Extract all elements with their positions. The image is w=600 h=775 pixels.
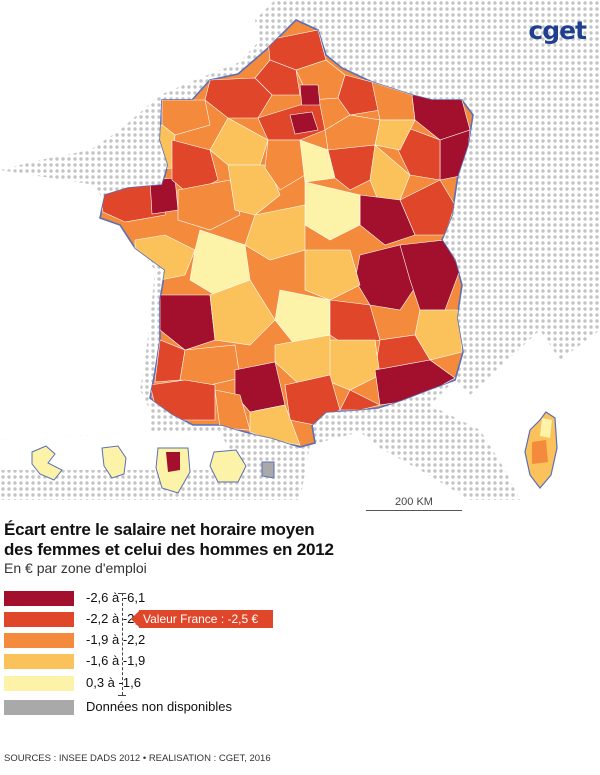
title-line-1: Écart entre le salaire net horaire moyen: [4, 520, 315, 539]
legend-item: Données non disponibles: [4, 698, 264, 716]
title-line-2: des femmes et celui des hommes en 2012: [4, 540, 334, 559]
legend-range-line: [122, 593, 123, 695]
legend-swatch: [4, 676, 74, 691]
legend-label: -1,6 à -1,9: [86, 653, 146, 668]
legend-item: -1,9 à -2,2: [4, 631, 264, 649]
corsica: [524, 411, 558, 489]
callout-label: Valeur France : -2,5 €: [139, 610, 273, 628]
legend-item: -2,6 à -6,1: [4, 589, 264, 607]
map-title: Écart entre le salaire net horaire moyen…: [4, 520, 564, 560]
legend-swatch: [4, 654, 74, 669]
legend-swatch: [4, 612, 74, 627]
map-subtitle: En € par zone d'emploi: [4, 560, 147, 576]
sources-footer: SOURCES : INSEE DADS 2012 • REALISATION …: [4, 753, 271, 764]
legend-swatch: [4, 700, 74, 715]
legend-item: -1,6 à -1,9: [4, 652, 264, 670]
france-value-callout: Valeur France : -2,5 €: [131, 610, 273, 628]
scale-line: [366, 510, 462, 511]
legend-label: -1,9 à -2,2: [86, 632, 146, 647]
legend-label: -2,6 à -6,1: [86, 590, 146, 605]
overseas-departments: [31, 445, 275, 494]
legend-label: 0,3 à -1,6: [86, 675, 141, 690]
callout-arrow: [131, 610, 140, 628]
legend-range-cap-bottom: [118, 695, 126, 696]
legend-range-cap-top: [118, 593, 126, 594]
legend-swatch: [4, 633, 74, 648]
mainland-france: [99, 19, 474, 448]
legend-label: -2,2 à -2,6: [86, 611, 146, 626]
legend-item: -2,2 à -2,6: [4, 610, 264, 628]
france-map: [0, 0, 600, 500]
cget-logo: cget: [528, 16, 587, 45]
scale-bar: 200 KM: [366, 496, 462, 514]
legend-label: Données non disponibles: [86, 699, 232, 714]
legend-swatch: [4, 591, 74, 606]
legend-item: 0,3 à -1,6: [4, 674, 264, 692]
scale-label: 200 KM: [395, 496, 433, 508]
